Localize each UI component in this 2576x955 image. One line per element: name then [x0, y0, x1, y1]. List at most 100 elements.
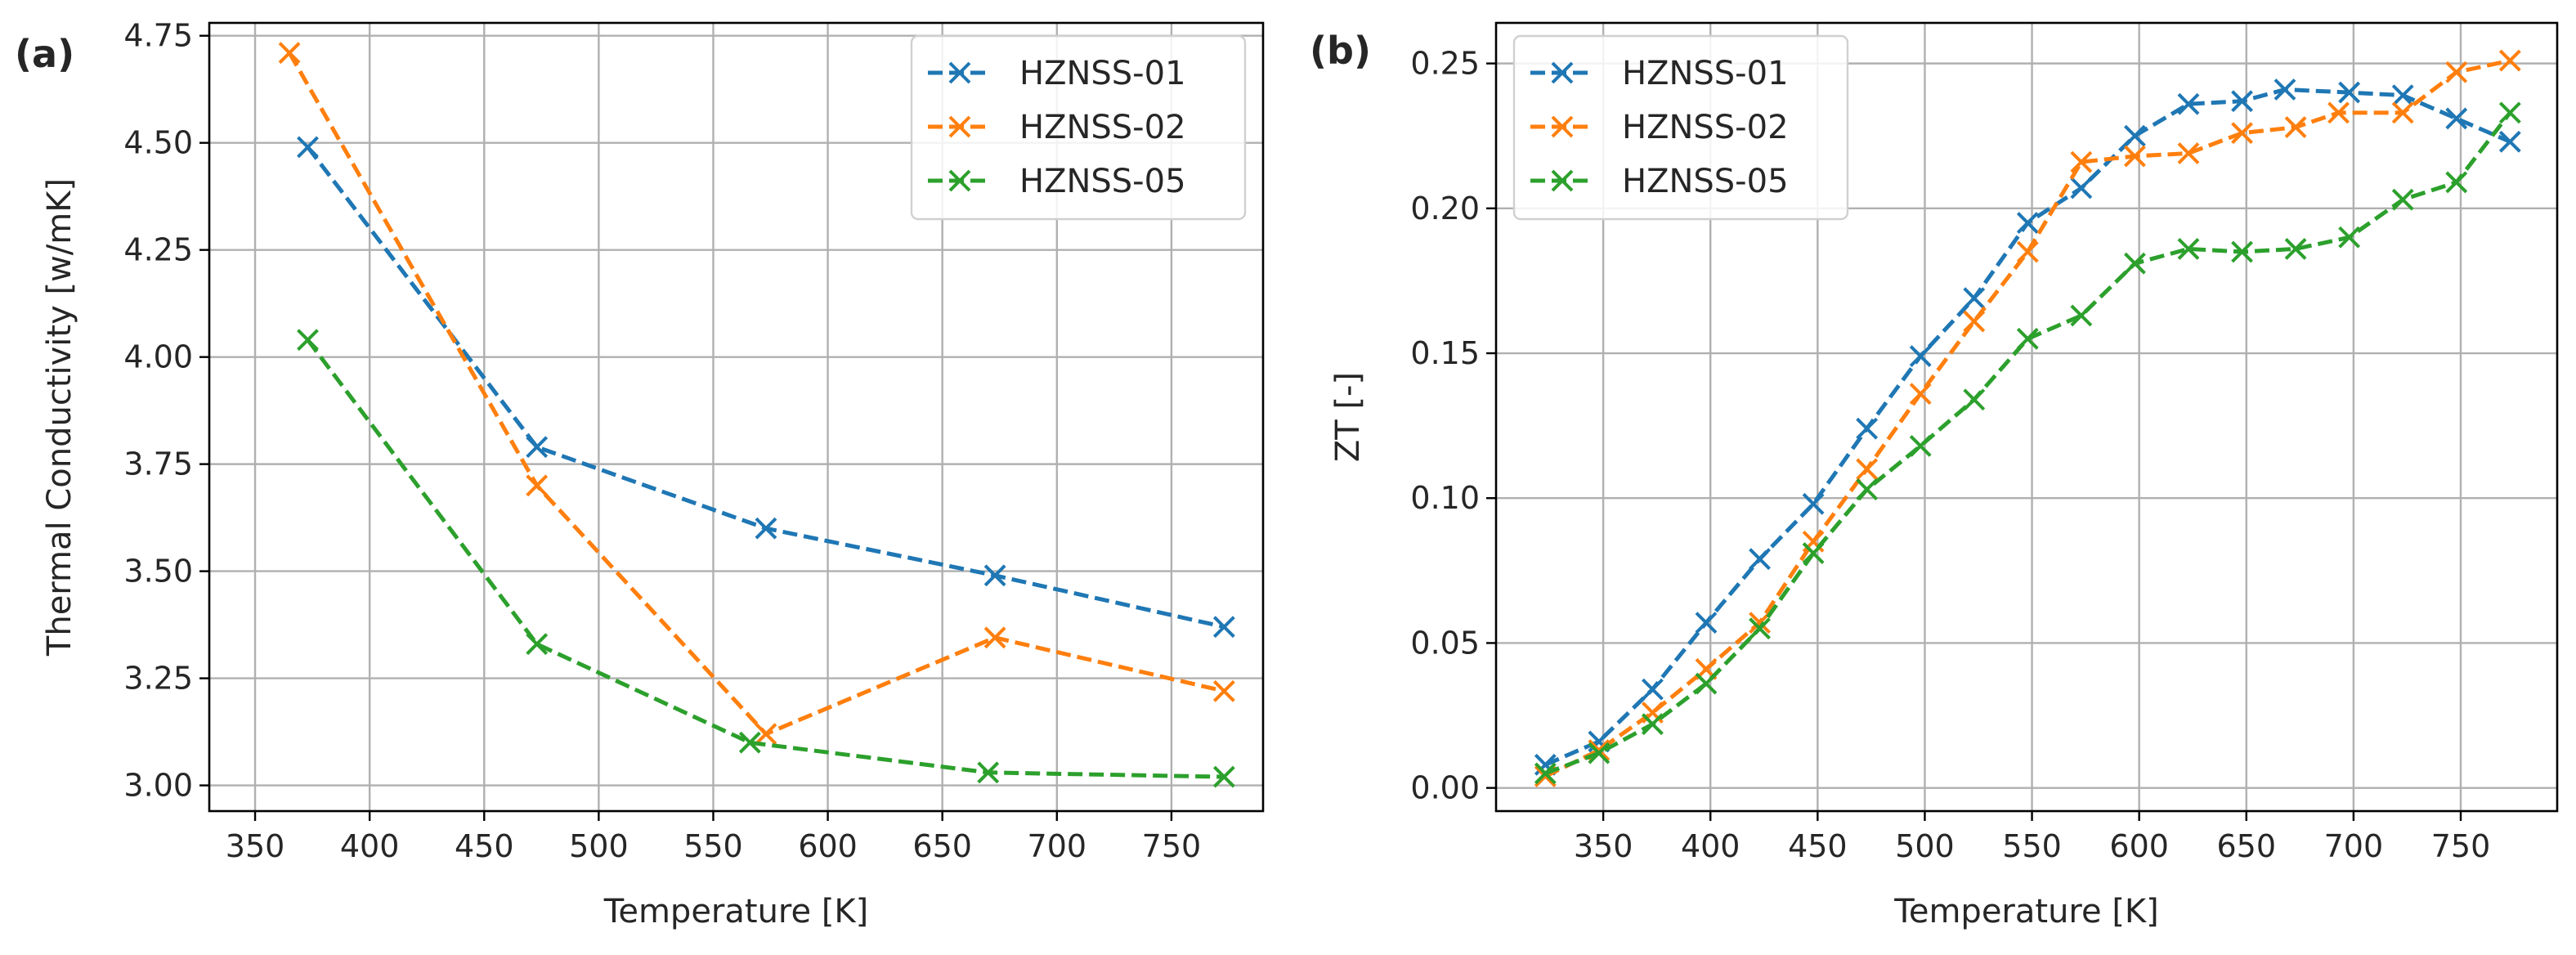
y-tick-label: 0.10 [1410, 480, 1480, 516]
data-point-marker [2231, 240, 2253, 263]
legend-label: HZNSS-02 [1622, 109, 1789, 146]
data-point-marker [2338, 226, 2361, 249]
data-point-marker [2391, 188, 2414, 211]
data-point-marker [2445, 171, 2468, 194]
series-hznss-05 [297, 329, 1235, 788]
data-point-marker [297, 136, 319, 159]
y-tick-label: 0.25 [1410, 46, 1480, 82]
legend: HZNSS-01 HZNSS-02 HZNSS-05 [1512, 34, 1849, 221]
series-hznss-02 [1534, 49, 2521, 787]
series-hznss-01 [1534, 78, 2521, 776]
data-point-marker [2070, 304, 2093, 327]
legend-label: HZNSS-02 [1019, 109, 1186, 146]
data-point-marker [977, 761, 1000, 784]
x-tick-label: 600 [2109, 828, 2169, 864]
x-tick-label: 400 [1681, 828, 1740, 864]
axes-frame [208, 21, 1265, 813]
legend-label: HZNSS-01 [1019, 55, 1186, 92]
y-axis-label: ZT [-] [1329, 372, 1367, 462]
legend-marker [948, 61, 971, 84]
data-point-marker [2124, 124, 2146, 147]
panel-label: (a) [15, 32, 74, 76]
series-hznss-02 [278, 42, 1235, 746]
y-tick-label: 0.00 [1410, 770, 1480, 806]
x-axis-label: Temperature [K] [1893, 893, 2159, 930]
data-point-marker [2284, 116, 2307, 139]
legend-label: HZNSS-01 [1622, 55, 1789, 92]
data-point-marker [983, 564, 1006, 587]
data-point-marker [1534, 762, 1557, 785]
x-tick-label: 700 [1028, 828, 1087, 864]
data-point-marker [297, 329, 319, 352]
x-tick-label: 600 [798, 828, 858, 864]
data-point-marker [2284, 238, 2307, 260]
legend: HZNSS-01 HZNSS-02 HZNSS-05 [910, 34, 1247, 221]
x-tick-label: 500 [1895, 828, 1955, 864]
data-point-marker [1963, 310, 1986, 333]
data-point-marker [1642, 713, 1664, 736]
x-tick-label: 450 [455, 828, 514, 864]
data-point-marker [2070, 150, 2093, 173]
data-point-marker [1856, 417, 1879, 440]
y-tick-label: 0.05 [1410, 625, 1480, 661]
data-point-marker [2070, 177, 2093, 200]
data-point-marker [1695, 672, 1718, 695]
data-point-marker [1212, 616, 1235, 639]
y-tick-label: 3.25 [123, 661, 193, 697]
series-hznss-05 [1534, 101, 2521, 785]
data-point-marker [2445, 61, 2468, 83]
data-point-marker [526, 436, 549, 459]
data-point-marker [2445, 107, 2468, 130]
x-tick-label: 550 [683, 828, 743, 864]
data-point-marker [1802, 542, 1825, 564]
x-tick-label: 750 [1142, 828, 1202, 864]
data-point-marker [526, 474, 549, 497]
y-tick-label: 3.75 [123, 446, 193, 482]
y-tick-label: 3.00 [123, 768, 193, 804]
x-tick-label: 350 [226, 828, 285, 864]
data-point-marker [2338, 81, 2361, 104]
x-tick-label: 500 [569, 828, 629, 864]
x-tick-label: 400 [340, 828, 400, 864]
x-tick-label: 750 [2431, 828, 2491, 864]
y-tick-label: 4.50 [123, 125, 193, 161]
y-tick-label: 4.75 [123, 18, 193, 54]
grid [209, 23, 1263, 811]
data-point-marker [1749, 617, 1771, 640]
series-hznss-01 [297, 136, 1235, 639]
data-point-marker [2016, 327, 2039, 350]
series-line [306, 339, 1225, 779]
data-point-marker [526, 633, 549, 656]
panel-a: 350 400 450 500 550 600 650 700 750 3.00 3.25 3.50 3… [15, 18, 1265, 930]
x-tick-label: 650 [2217, 828, 2277, 864]
legend-marker [1551, 115, 1574, 138]
data-point-marker [1749, 548, 1771, 571]
legend-marker [1551, 169, 1574, 192]
legend-label: HZNSS-05 [1019, 163, 1186, 200]
x-tick-label: 450 [1788, 828, 1848, 864]
data-point-marker [1963, 287, 1986, 310]
data-point-marker [1749, 612, 1771, 634]
data-point-marker [2498, 101, 2521, 124]
data-point-marker [2498, 130, 2521, 153]
data-point-marker [1963, 388, 1986, 411]
x-tick-label: 650 [912, 828, 972, 864]
data-point-marker [2274, 78, 2296, 101]
legend-box [1512, 34, 1849, 221]
data-point-marker [2391, 84, 2414, 107]
data-point-marker [1212, 679, 1235, 702]
x-tick-label: 350 [1574, 828, 1633, 864]
data-point-marker [2124, 145, 2146, 168]
data-point-marker [1856, 458, 1879, 481]
x-axis-label: Temperature [K] [603, 893, 869, 930]
data-point-marker [2124, 252, 2146, 275]
legend-marker [948, 169, 971, 192]
data-point-marker [1212, 765, 1235, 788]
data-point-marker [278, 42, 301, 65]
legend-box [910, 34, 1247, 221]
y-tick-label: 0.20 [1410, 191, 1480, 226]
data-point-marker [755, 723, 777, 746]
data-point-marker [1856, 478, 1879, 501]
y-tick-label: 0.15 [1410, 335, 1480, 371]
